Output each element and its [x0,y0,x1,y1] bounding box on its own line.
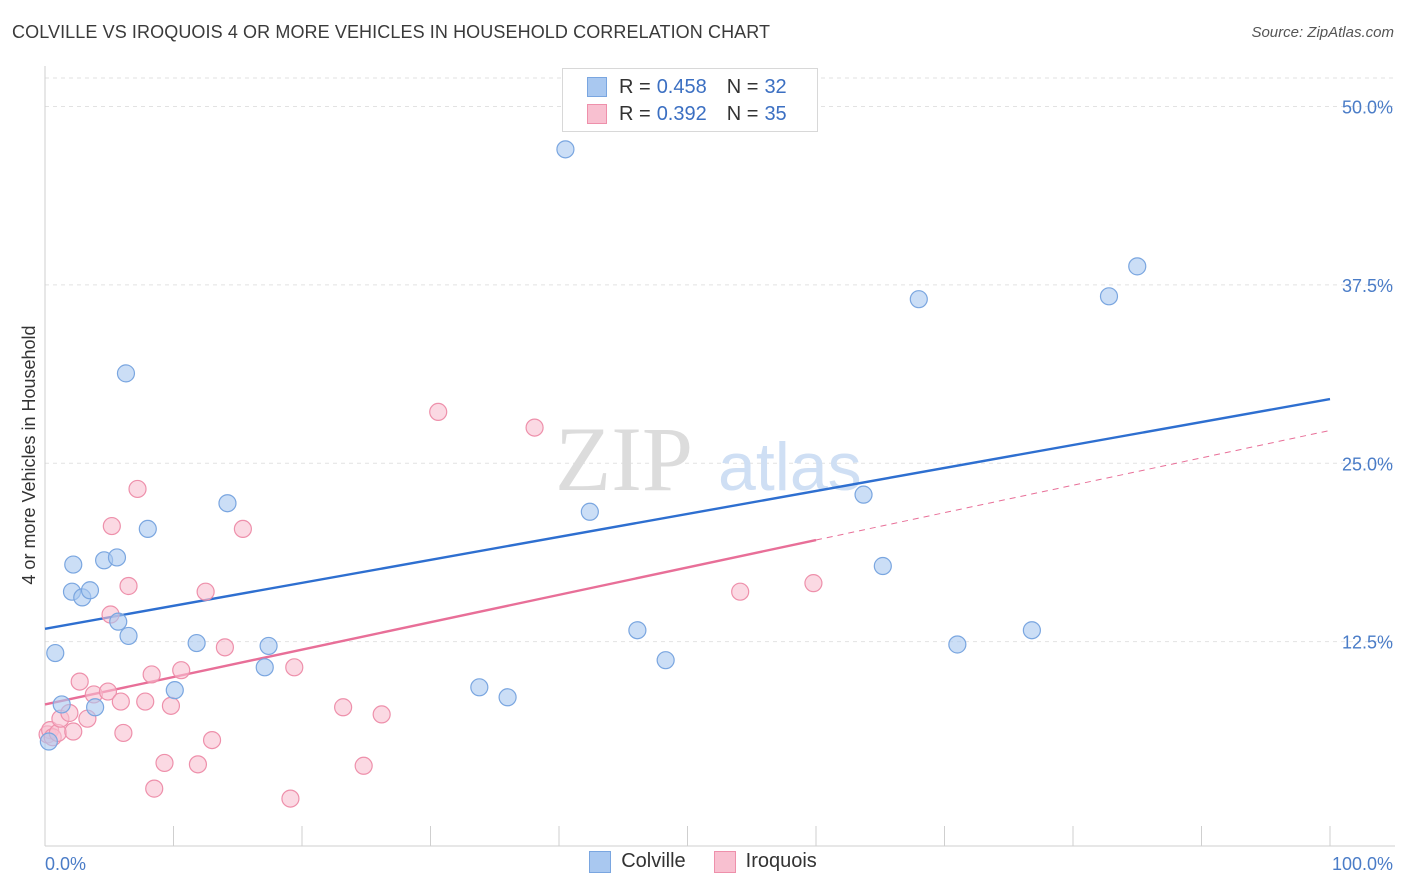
point-colville [556,140,575,159]
point-iroquois [128,479,147,499]
point-iroquois [119,576,138,596]
point-iroquois [334,698,353,717]
point-colville [656,651,675,670]
point-colville [218,494,237,513]
point-iroquois [172,661,191,680]
point-colville [909,290,928,309]
point-iroquois [429,402,448,421]
y-tick-label: 37.5% [1342,276,1393,296]
point-colville [46,643,65,663]
point-iroquois [142,665,161,684]
point-iroquois [161,696,181,715]
point-iroquois [233,519,252,539]
point-colville [628,621,647,640]
legend-row-colville: R = 0.458 N = 32 [587,75,787,99]
point-iroquois [64,722,83,741]
y-tick-label: 12.5% [1342,633,1393,653]
point-colville [1022,621,1041,640]
point-colville [873,556,892,576]
legend-r-label: R = [619,102,651,125]
point-colville [86,698,105,717]
y-axis-label: 4 or more Vehicles in Household [19,325,39,584]
point-iroquois [215,638,234,657]
point-colville [119,626,138,646]
point-colville [498,688,517,707]
point-colville [854,485,873,504]
source-label: Source: ZipAtlas.com [1251,24,1394,41]
point-colville [138,519,157,539]
bottom-legend-colville: Colville [589,850,686,873]
legend-n-label: N = [726,102,759,125]
point-iroquois [188,755,208,774]
legend-n-value: 32 [764,75,787,98]
point-colville [165,681,184,700]
chart-title: COLVILLE VS IROQUOIS 4 OR MORE VEHICLES … [12,22,771,42]
point-colville [187,633,206,653]
legend-row-iroquois: R = 0.392 N = 35 [587,102,787,126]
point-iroquois [804,574,823,593]
point-iroquois [102,516,121,536]
point-iroquois [136,692,155,711]
trend-lines [44,397,1331,706]
point-colville [107,548,127,567]
point-colville [39,732,58,751]
point-colville [64,555,83,574]
point-iroquois [145,779,164,798]
legend-n-label: N = [726,75,759,98]
legend-r-label: R = [619,75,651,98]
point-iroquois [281,789,300,808]
point-colville [259,636,278,656]
point-iroquois [196,582,215,601]
point-colville [52,695,71,714]
point-iroquois [731,582,750,601]
trend-line-extension-iroquois [815,429,1331,541]
data-points [38,140,1147,808]
point-colville [580,502,599,521]
axes [44,66,1395,847]
legend-swatch-colville [587,77,607,97]
legend: R = 0.458 N = 32 R = 0.392 N = 35 [562,68,818,132]
bottom-legend-label-iroquois: Iroquois [745,850,817,872]
bottom-legend-swatch-colville [589,850,612,873]
point-colville [116,364,136,383]
watermark: ZIP atlas [555,408,862,510]
x-tick-labels: 0.0% 100.0% [45,854,1393,874]
point-iroquois [372,705,391,724]
point-iroquois [354,756,373,775]
y-tick-label: 25.0% [1342,454,1393,474]
legend-r-value: 0.458 [656,75,707,98]
point-iroquois [70,672,89,691]
grid-lines [45,77,1395,643]
bottom-legend: Colville Iroquois [0,850,1406,873]
point-iroquois [111,692,130,711]
point-colville [948,635,967,654]
bottom-legend-label-colville: Colville [621,850,686,872]
point-iroquois [155,753,174,773]
point-colville [1099,287,1119,306]
point-colville [255,658,274,677]
legend-swatch-iroquois [587,104,607,124]
point-colville [470,678,489,697]
x-tick-label-max: 100.0% [1332,854,1393,874]
point-iroquois [525,418,544,437]
bottom-legend-swatch-iroquois [713,850,736,873]
bottom-legend-iroquois: Iroquois [713,850,817,873]
legend-n-value: 35 [764,102,787,125]
point-iroquois [98,682,118,701]
trend-line-iroquois [44,538,817,706]
watermark-atlas: atlas [718,429,862,505]
point-iroquois [285,658,304,677]
y-tick-labels: 12.5% 25.0% 37.5% 50.0% [1342,98,1393,653]
legend-r-value: 0.392 [656,102,707,125]
point-colville [1128,257,1147,276]
trend-line-colville [44,397,1331,630]
point-iroquois [114,723,133,743]
point-iroquois [202,730,222,750]
point-colville [109,612,128,631]
y-tick-label: 50.0% [1342,98,1393,118]
x-tick-label-min: 0.0% [45,854,86,874]
watermark-zip: ZIP [555,408,693,510]
point-colville [80,581,100,600]
